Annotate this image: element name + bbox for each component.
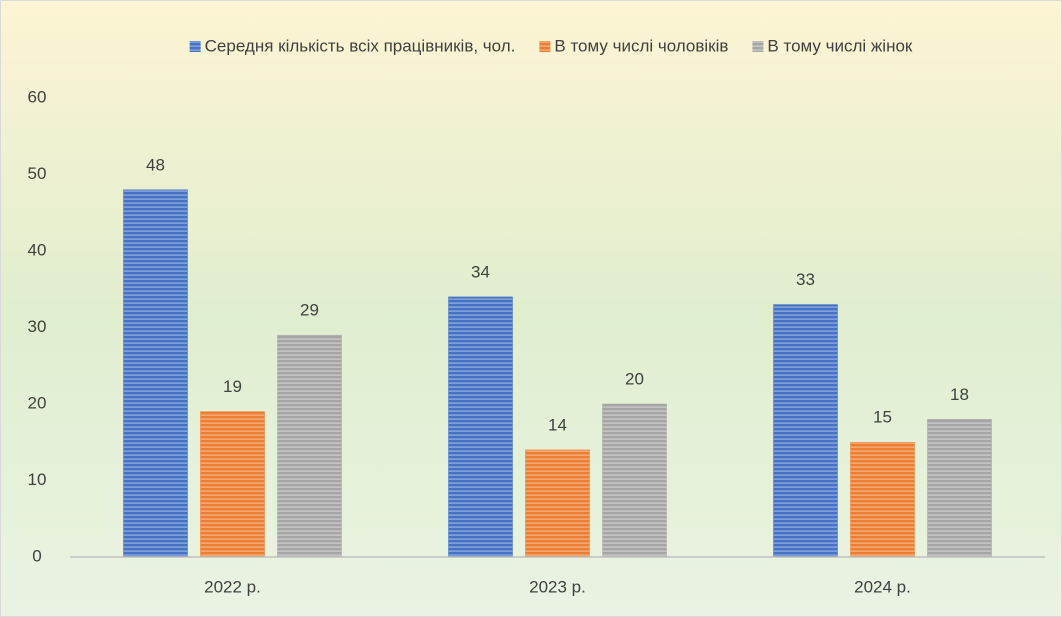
- y-tick-label: 30: [28, 317, 47, 336]
- data-label: 29: [300, 301, 319, 320]
- legend-item: Середня кількість всіх працівників, чол.: [189, 36, 516, 55]
- data-label: 18: [950, 385, 969, 404]
- y-tick-label: 40: [28, 240, 47, 259]
- data-label: 15: [873, 408, 892, 427]
- data-label: 20: [625, 369, 644, 388]
- y-tick-label: 0: [32, 546, 41, 565]
- data-label: 34: [471, 262, 490, 281]
- y-tick-label: 60: [28, 87, 47, 106]
- y-tick-label: 10: [28, 470, 47, 489]
- legend: Середня кількість всіх працівників, чол.…: [189, 36, 913, 55]
- y-tick-label: 20: [28, 393, 47, 412]
- x-tick-label: 2023 р.: [529, 577, 586, 596]
- legend-swatch: [539, 41, 551, 52]
- bar: [602, 403, 667, 558]
- legend-item: В тому числі чоловіків: [539, 36, 728, 55]
- legend-label: В тому числі чоловіків: [554, 36, 728, 55]
- legend-item: В тому числі жінок: [752, 36, 913, 55]
- legend-swatch: [752, 41, 764, 52]
- bar: [123, 189, 188, 558]
- bar: [773, 304, 838, 558]
- bar: [448, 296, 513, 558]
- data-label: 33: [796, 270, 815, 289]
- data-label: 19: [223, 377, 242, 396]
- bar: [927, 419, 992, 558]
- bar: [277, 334, 342, 558]
- legend-label: В тому числі жінок: [767, 36, 912, 55]
- y-tick-label: 50: [28, 164, 47, 183]
- legend-swatch: [189, 41, 201, 52]
- legend-label: Середня кількість всіх працівників, чол.: [205, 36, 516, 55]
- x-tick-label: 2022 р.: [204, 577, 261, 596]
- data-label: 48: [146, 155, 165, 174]
- data-label: 14: [548, 415, 567, 434]
- bar: [525, 449, 590, 558]
- bar: [200, 411, 265, 558]
- bar: [850, 442, 915, 558]
- x-tick-label: 2024 р.: [854, 577, 911, 596]
